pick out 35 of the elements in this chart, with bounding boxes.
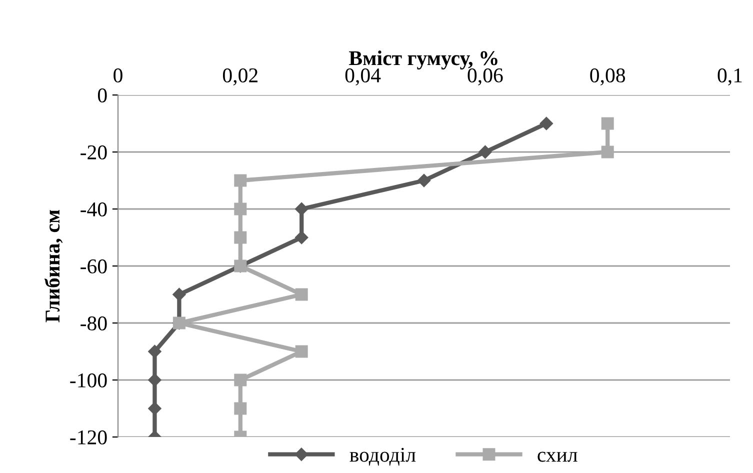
point bbox=[148, 402, 162, 416]
point bbox=[234, 374, 247, 386]
point bbox=[295, 345, 308, 358]
x-tick-label: 0,02 bbox=[222, 68, 258, 86]
y-tick-label: -40 bbox=[80, 202, 107, 216]
point bbox=[295, 288, 308, 301]
point bbox=[234, 402, 247, 415]
point bbox=[234, 174, 247, 187]
point bbox=[295, 230, 308, 244]
y-tick-label: -100 bbox=[70, 373, 107, 388]
legend-label: схил bbox=[538, 452, 578, 462]
x-tick-label: 0,08 bbox=[590, 68, 626, 86]
point bbox=[234, 202, 247, 216]
point bbox=[478, 145, 492, 159]
point bbox=[540, 116, 553, 130]
y-tick-label: -60 bbox=[80, 259, 107, 274]
point bbox=[295, 202, 308, 216]
x-axis-title: Вміст гумусу, % bbox=[349, 50, 498, 70]
x-tick-label: 0,1 bbox=[718, 68, 742, 86]
y-tick-label: -80 bbox=[80, 316, 107, 330]
point bbox=[172, 288, 186, 302]
y-tick-label: -20 bbox=[80, 145, 107, 160]
x-tick-label: 0,04 bbox=[345, 68, 381, 86]
point bbox=[601, 146, 614, 158]
x-tick-label: 0,06 bbox=[468, 68, 503, 86]
point bbox=[148, 373, 162, 387]
y-tick-label: 0 bbox=[98, 88, 107, 102]
x-tick-label: 0 bbox=[114, 68, 122, 82]
point bbox=[148, 344, 162, 358]
y-tick-label: -120 bbox=[70, 430, 107, 444]
point bbox=[417, 174, 431, 188]
legend-label: вододіл bbox=[350, 448, 416, 466]
point bbox=[601, 117, 614, 130]
point bbox=[234, 231, 247, 244]
y-axis-title: Глибина, см bbox=[44, 210, 63, 322]
